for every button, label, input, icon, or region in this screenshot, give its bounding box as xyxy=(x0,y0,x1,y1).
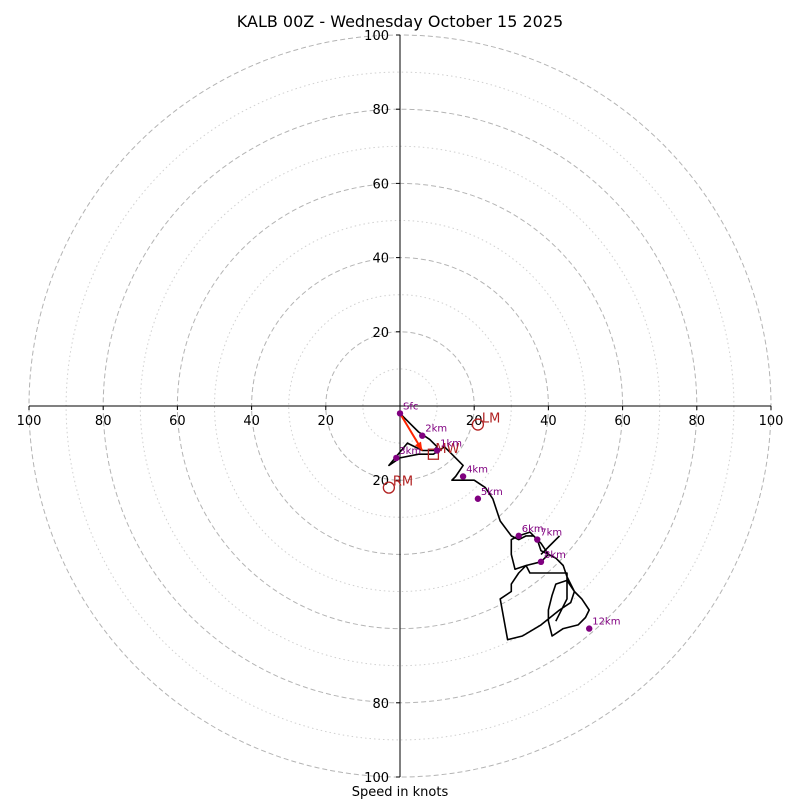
storm-motion-rm-marker xyxy=(382,481,396,494)
y-tick-label: 100 xyxy=(364,771,389,786)
x-tick-label: 40 xyxy=(540,414,557,429)
height-marker-6km xyxy=(515,532,522,540)
height-marker-5km xyxy=(474,495,482,502)
storm-motion-rm-label: RM xyxy=(393,475,413,490)
x-tick-label: 60 xyxy=(614,414,631,429)
shear-vector xyxy=(399,412,424,452)
x-tick-label: 20 xyxy=(466,414,483,429)
chart-title: KALB 00Z - Wednesday October 15 2025 xyxy=(237,12,563,31)
x-tick-label: 20 xyxy=(318,414,335,429)
height-marker-label: 7km xyxy=(540,528,562,539)
height-marker-sfc xyxy=(396,410,404,417)
height-marker-12km xyxy=(586,625,593,632)
height-marker-3km xyxy=(393,454,400,462)
height-marker-label: 8km xyxy=(544,550,566,561)
height-marker-label: 12km xyxy=(592,617,620,628)
x-axis-label: Speed in knots xyxy=(352,785,449,800)
y-tick-label: 60 xyxy=(372,177,389,192)
y-tick-label: 20 xyxy=(372,326,389,341)
axis-tick-labels: 100 80 60 40 20 20 40 60 80 100 20 40 60 80 100 20 80 100 xyxy=(17,29,784,786)
wind-trace-segment xyxy=(540,535,561,555)
y-tick-label: 20 xyxy=(372,474,389,489)
storm-motion-markers: LM RM MW xyxy=(382,412,500,494)
height-marker-4km xyxy=(459,473,467,480)
axis-ticks xyxy=(28,34,772,778)
shear-vector-arrowhead xyxy=(414,441,423,451)
x-tick-label: 40 xyxy=(243,414,260,429)
mean-wind-marker xyxy=(427,448,440,460)
x-tick-label: 80 xyxy=(95,414,112,429)
y-tick-label: 100 xyxy=(364,29,389,44)
height-marker-7km xyxy=(534,536,541,543)
mean-wind-label: MW xyxy=(435,442,459,457)
height-marker-label: 5km xyxy=(481,487,503,498)
storm-motion-lm-marker xyxy=(471,418,485,431)
storm-motion-lm-label: LM xyxy=(482,412,500,427)
height-marker-label: 3km xyxy=(399,446,421,457)
x-tick-label: 100 xyxy=(759,414,784,429)
y-tick-label: 40 xyxy=(372,252,389,267)
height-marker-label: 1km xyxy=(440,439,462,450)
height-marker-label: Sfc xyxy=(403,401,418,412)
x-tick-label: 80 xyxy=(689,414,706,429)
height-marker-2km xyxy=(419,432,426,439)
x-tick-label: 100 xyxy=(17,414,42,429)
x-tick-label: 60 xyxy=(169,414,186,429)
y-tick-label: 80 xyxy=(372,697,389,712)
y-tick-label: 80 xyxy=(372,103,389,118)
height-marker-8km xyxy=(537,558,545,566)
height-marker-label: 2km xyxy=(425,424,447,435)
height-marker-label: 6km xyxy=(522,524,544,535)
height-marker-label: 4km xyxy=(466,464,488,475)
height-marker-1km xyxy=(433,447,441,454)
